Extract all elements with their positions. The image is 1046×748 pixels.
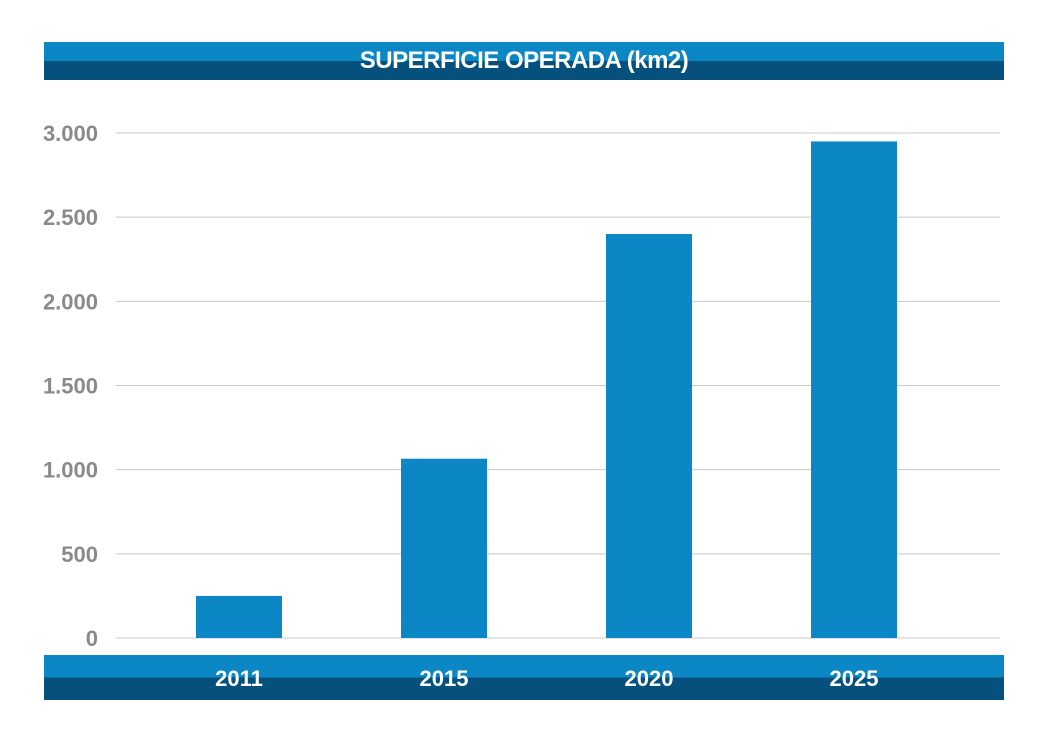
bar-2011 [196, 595, 282, 638]
x-tick-label: 2015 [420, 666, 469, 691]
bar-2025 [811, 141, 897, 638]
y-tick-label: 1.000 [43, 458, 98, 483]
y-tick-label: 0 [86, 626, 98, 651]
x-axis-band [44, 655, 1004, 700]
y-tick-label: 1.500 [43, 374, 98, 399]
bar-2020 [606, 234, 692, 638]
y-tick-label: 2.000 [43, 289, 98, 314]
chart-title: SUPERFICIE OPERADA (km2) [359, 47, 689, 74]
x-tick-label: 2020 [625, 666, 674, 691]
x-tick-label: 2011 [215, 666, 263, 691]
y-tick-label: 500 [61, 542, 98, 567]
x-tick-label: 2025 [830, 666, 879, 691]
title-band: SUPERFICIE OPERADA (km2) [44, 42, 1004, 80]
bar-2015 [401, 458, 487, 638]
y-tick-label: 3.000 [43, 121, 98, 146]
y-tick-label: 2.500 [43, 205, 98, 230]
